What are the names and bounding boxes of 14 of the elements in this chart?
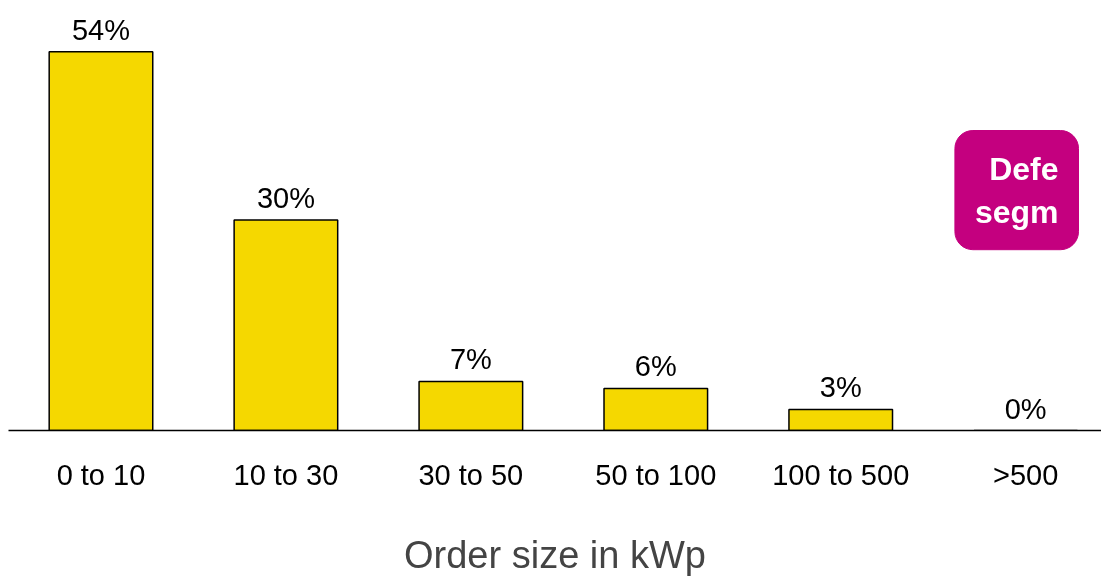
data-label: 54% [71, 13, 130, 46]
annotation: Defe segm [974, 150, 1059, 230]
data-label: 0% [1004, 392, 1047, 425]
x-tick-label: 10 to 30 [233, 458, 339, 491]
x-tick-label: 30 to 50 [418, 458, 524, 491]
x-tick-label: 100 to 500 [772, 458, 910, 491]
x-axis-title: Order size in kWp [404, 533, 706, 576]
x-tick-label: 50 to 100 [595, 458, 717, 491]
data-label: 30% [256, 182, 315, 215]
x-tick-label: 0 to 10 [56, 458, 146, 491]
data-label: 3% [819, 371, 862, 404]
x-tick-label: >500 [993, 458, 1059, 491]
data-label: 6% [634, 350, 677, 383]
data-label: 7% [449, 343, 492, 376]
